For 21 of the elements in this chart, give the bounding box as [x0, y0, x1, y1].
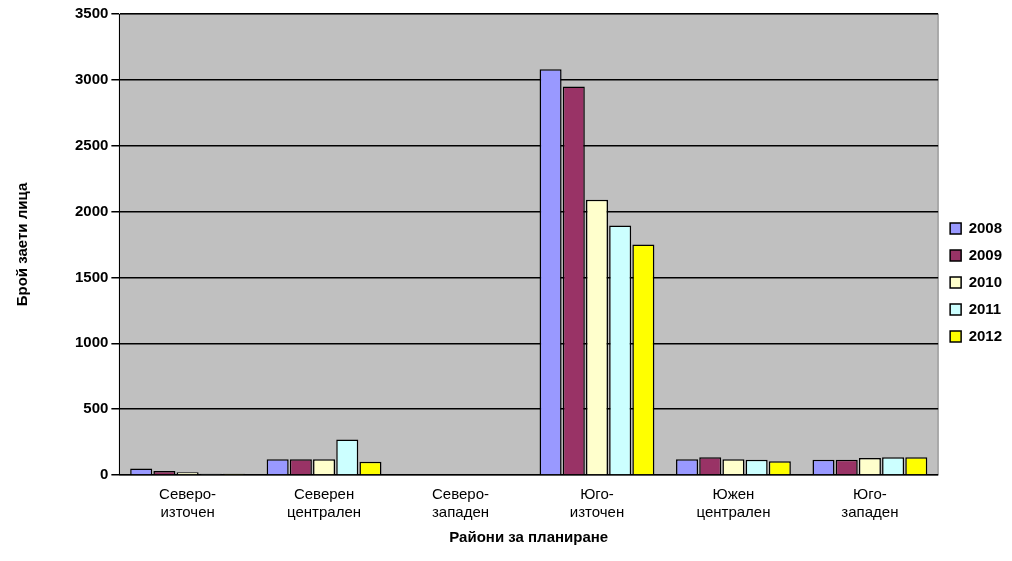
y-tick-label: 1000: [74, 333, 109, 351]
legend-label: 2010: [968, 272, 1003, 290]
y-tick-label: 0: [100, 465, 109, 483]
y-tick-label: 2000: [74, 201, 109, 219]
x-tick-label: Южен централен: [696, 485, 771, 521]
legend-label: 2009: [968, 245, 1003, 263]
y-tick-label: 3000: [74, 70, 109, 87]
legend-label: 2011: [968, 299, 1002, 317]
x-tick-label: Юго- западен: [841, 485, 899, 521]
y-tick-label: 2500: [74, 135, 109, 153]
x-tick-label: Северо- източен: [159, 485, 217, 521]
y-tick-label: 3500: [74, 4, 109, 22]
x-axis-title: Райони за планиране: [449, 528, 609, 546]
x-tick-label: Юго- източен: [569, 485, 625, 521]
y-axis-title: Брой заети лица: [13, 182, 31, 307]
x-tick-label: Северо- западен: [431, 485, 490, 521]
legend-label: 2012: [968, 326, 1003, 344]
y-tick-label: 1500: [74, 267, 109, 285]
legend-label: 2008: [968, 218, 1003, 236]
x-tick-label: Северен централен: [287, 485, 362, 521]
y-tick-label: 500: [83, 399, 109, 417]
